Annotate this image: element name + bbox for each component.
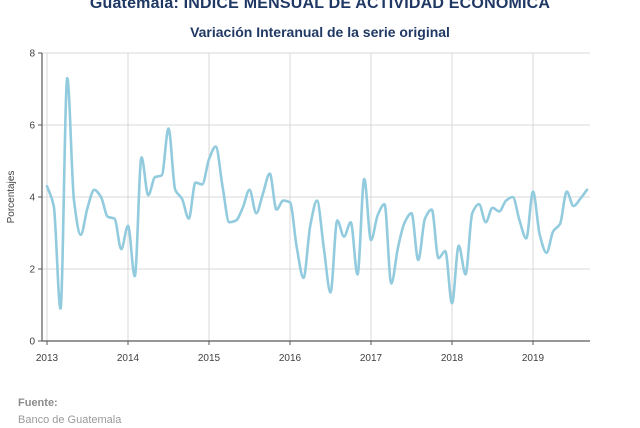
- x-tick-label: 2019: [522, 353, 545, 364]
- x-tick-label: 2016: [279, 353, 302, 364]
- line-chart: 2013 2014 2015 2016 2017 2018 2019 0 2 4 6 8 Porcent…: [6, 49, 590, 364]
- y-axis-label: Porcentajes: [6, 171, 17, 224]
- chart-title: Guatemala: ÍNDICE MENSUAL DE ACTIVIDAD E…: [89, 0, 551, 12]
- y-tick-label: 2: [29, 265, 35, 276]
- y-tick-label: 6: [29, 121, 35, 132]
- y-tick-label: 4: [29, 193, 35, 204]
- source-name: Banco de Guatemala: [18, 414, 122, 426]
- x-tick-label: 2015: [198, 353, 221, 364]
- y-tick-label: 0: [29, 337, 35, 348]
- x-tick-label: 2017: [360, 353, 383, 364]
- x-tick-label: 2018: [441, 353, 464, 364]
- source-block: Fuente: Banco de Guatemala: [18, 396, 121, 428]
- chart-header: Guatemala: ÍNDICE MENSUAL DE ACTIVIDAD E…: [0, 0, 640, 41]
- x-tick-label: 2014: [117, 353, 140, 364]
- data-line-series: [45, 76, 589, 310]
- chart-subtitle: Variación Interanual de la serie origina…: [190, 24, 450, 40]
- x-tick-label: 2013: [36, 353, 59, 364]
- y-tick-label: 8: [29, 49, 35, 60]
- source-label: Fuente:: [18, 397, 58, 409]
